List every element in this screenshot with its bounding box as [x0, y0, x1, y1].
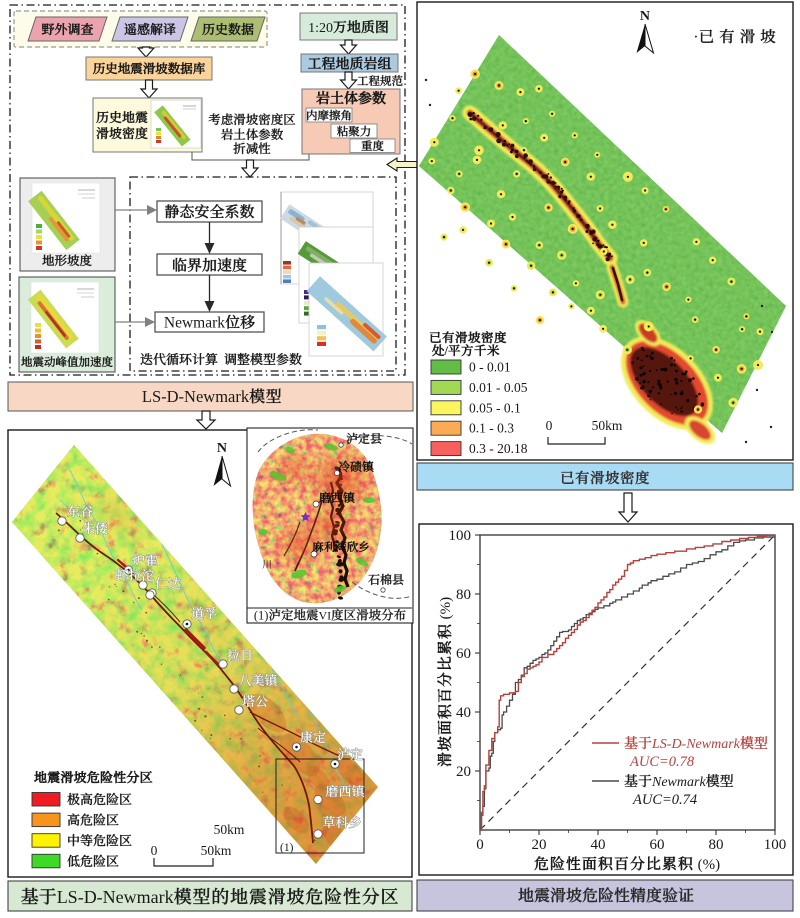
svg-text:0: 0	[546, 418, 553, 433]
svg-text:(%): (%)	[438, 597, 454, 623]
svg-text:50km: 50km	[201, 843, 232, 858]
svg-text:100: 100	[764, 837, 787, 853]
svg-text:Newmark: Newmark	[651, 775, 706, 790]
svg-text:0: 0	[476, 837, 484, 853]
svg-text:0.05 - 0.1: 0.05 - 0.1	[469, 400, 521, 415]
svg-text:50km: 50km	[592, 418, 623, 433]
svg-text:40: 40	[456, 705, 471, 721]
svg-text:0.3 - 20.18: 0.3 - 20.18	[469, 441, 528, 456]
svg-text:80: 80	[709, 837, 724, 853]
svg-text:0: 0	[151, 843, 158, 858]
svg-text:40: 40	[591, 837, 606, 853]
svg-text:Newmark: Newmark	[164, 315, 225, 332]
svg-text:LS-D-Newmark: LS-D-Newmark	[142, 387, 250, 406]
svg-text:50km: 50km	[214, 822, 245, 837]
svg-text:0 - 0.01: 0 - 0.01	[469, 360, 511, 375]
svg-text:(%): (%)	[694, 857, 720, 873]
svg-text:VI: VI	[319, 609, 332, 623]
svg-text:(1): (1)	[280, 842, 294, 854]
svg-text:LS-D-Newmark: LS-D-Newmark	[651, 737, 741, 752]
svg-text:80: 80	[456, 587, 471, 603]
svg-text:60: 60	[456, 646, 471, 662]
svg-text:60: 60	[650, 837, 665, 853]
svg-text:20: 20	[532, 837, 547, 853]
svg-text:AUC=0.74: AUC=0.74	[632, 792, 697, 808]
svg-text:20: 20	[456, 764, 471, 780]
svg-text:0.01 - 0.05: 0.01 - 0.05	[469, 380, 528, 395]
svg-text:N: N	[640, 9, 650, 24]
svg-text:N: N	[217, 441, 227, 456]
svg-text:/: /	[444, 344, 449, 358]
svg-text:1:20: 1:20	[308, 21, 333, 36]
svg-text:(1): (1)	[254, 609, 269, 623]
svg-text:LS-D-Newmark: LS-D-Newmark	[57, 887, 174, 907]
svg-text:AUC=0.78: AUC=0.78	[629, 754, 695, 770]
svg-text:100: 100	[449, 528, 472, 544]
svg-text:·: ·	[693, 29, 698, 46]
svg-text:0.1 - 0.3: 0.1 - 0.3	[469, 421, 514, 436]
